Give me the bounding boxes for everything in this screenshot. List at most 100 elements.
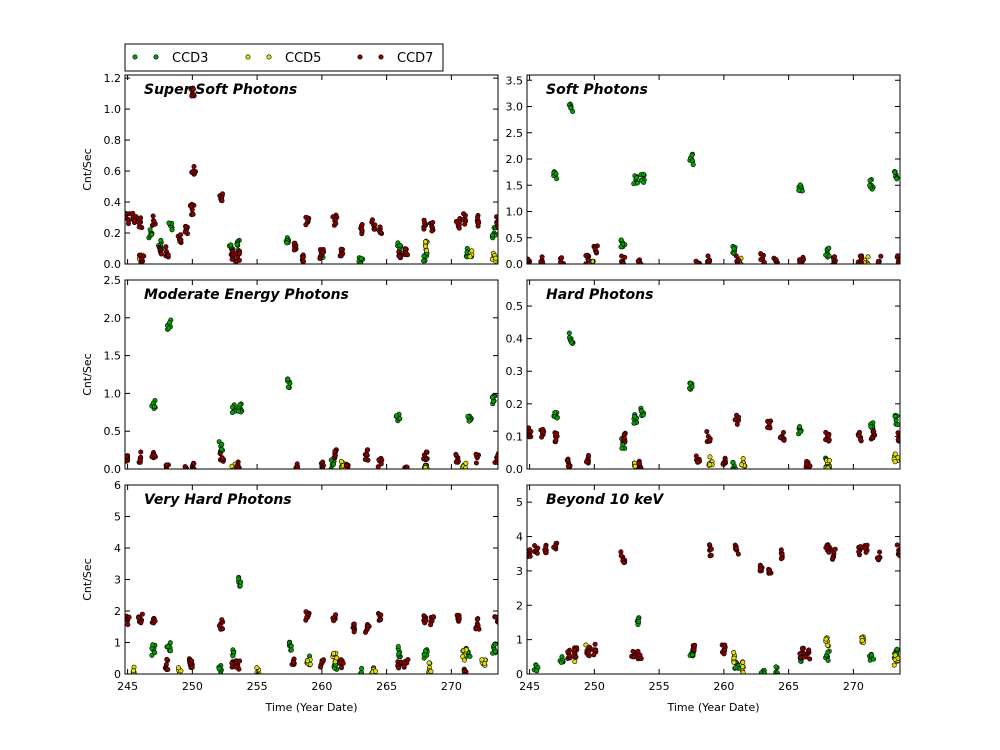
point-ccd5-cluster	[422, 239, 428, 245]
point-ccd7-cluster	[636, 461, 642, 467]
point-ccd7-cluster	[534, 550, 540, 556]
point-ccd5-cluster	[424, 469, 428, 473]
points-group	[527, 330, 900, 469]
point-ccd7-cluster	[190, 86, 196, 92]
legend-marker	[266, 54, 272, 60]
point-ccd3-cluster	[797, 424, 803, 430]
point-ccd7-cluster	[317, 664, 323, 670]
x-tick-label: 260	[311, 680, 332, 693]
point-ccd7-cluster	[320, 250, 326, 256]
point-ccd3-cluster	[733, 665, 739, 671]
panel-title: Soft Photons	[546, 82, 648, 98]
y-tick-label: 0	[114, 668, 121, 681]
point-ccd7-cluster	[126, 221, 132, 227]
point-ccd7-cluster	[877, 549, 883, 555]
point-ccd7-cluster	[767, 567, 773, 573]
point-ccd5-cluster	[422, 465, 428, 469]
point-ccd3-cluster	[619, 445, 625, 451]
point-ccd3-cluster	[358, 255, 364, 261]
point-ccd7-cluster	[462, 221, 468, 227]
point-ccd7-cluster	[406, 472, 410, 476]
point-ccd3-cluster	[798, 429, 804, 435]
point-ccd7-cluster	[619, 263, 623, 264]
y-tick-label: 0.6	[104, 165, 122, 178]
point-ccd3-cluster	[235, 408, 241, 414]
point-ccd7-cluster	[229, 256, 235, 262]
point-ccd3-cluster	[825, 657, 831, 663]
point-ccd7-cluster	[190, 169, 196, 175]
point-ccd7-cluster	[592, 641, 598, 647]
point-ccd3-cluster	[149, 232, 155, 238]
point-ccd5-cluster	[859, 637, 865, 643]
y-axis-label: Cnt/Sec	[81, 148, 94, 190]
point-ccd7-cluster	[362, 629, 368, 635]
point-ccd7-cluster	[857, 436, 863, 442]
point-ccd7-cluster	[338, 665, 344, 671]
point-ccd3-cluster	[395, 644, 401, 650]
point-ccd7-cluster	[351, 621, 357, 627]
point-ccd7-cluster	[543, 544, 549, 550]
point-ccd7-cluster	[705, 253, 711, 259]
point-ccd7-cluster	[734, 421, 740, 427]
panel-4: 0.0 0.1 0.2 0.3 0.4 0.5 Hard Photons	[506, 279, 901, 476]
points-group	[125, 317, 498, 476]
point-ccd7-cluster	[473, 460, 479, 466]
point-ccd7-cluster	[474, 214, 480, 220]
point-ccd7-cluster	[235, 465, 241, 469]
point-ccd7-cluster	[778, 547, 784, 553]
point-ccd7-cluster	[773, 257, 779, 263]
y-tick-label: 0	[516, 668, 523, 681]
point-ccd5-cluster	[707, 454, 713, 460]
point-ccd7-cluster	[461, 211, 467, 217]
y-tick-label: 0.5	[104, 425, 122, 438]
points-group	[527, 540, 900, 674]
y-tick-label: 0.0	[506, 463, 524, 476]
point-ccd7-cluster	[294, 470, 298, 474]
points-group	[125, 574, 498, 674]
point-ccd7-cluster	[183, 468, 185, 469]
point-ccd7-cluster	[401, 663, 407, 669]
point-ccd7-cluster	[830, 555, 836, 561]
point-ccd3-cluster	[689, 152, 695, 158]
y-tick-label: 0.5	[506, 232, 524, 245]
point-ccd7-cluster	[720, 461, 726, 467]
point-ccd5-cluster	[707, 462, 713, 468]
point-ccd5-cluster	[467, 254, 473, 260]
point-ccd7-cluster	[125, 211, 129, 216]
point-ccd7-cluster	[428, 622, 434, 628]
point-ccd3-cluster	[397, 416, 403, 422]
point-ccd7-cluster	[797, 651, 803, 657]
point-ccd5-cluster	[891, 662, 897, 668]
point-ccd7-cluster	[551, 544, 557, 550]
point-ccd5-cluster	[304, 658, 310, 664]
point-ccd7-cluster	[331, 618, 337, 624]
point-ccd5-cluster	[731, 649, 737, 655]
point-ccd7-cluster	[694, 260, 700, 264]
y-tick-label: 2.0	[506, 153, 524, 166]
point-ccd3-cluster	[534, 668, 540, 674]
point-ccd7-cluster	[453, 451, 459, 457]
legend-label: CCD7	[397, 51, 433, 66]
y-tick-label: 0.0	[506, 258, 524, 271]
point-ccd7-cluster	[377, 224, 383, 230]
point-ccd7-cluster	[554, 430, 560, 436]
point-ccd3-cluster	[230, 404, 236, 410]
point-ccd7-cluster	[300, 258, 306, 264]
point-ccd5-cluster	[590, 265, 594, 269]
point-ccd5-cluster	[826, 457, 832, 463]
point-ccd3-cluster	[568, 339, 574, 345]
panel-title: Beyond 10 keV	[546, 492, 664, 508]
point-ccd7-cluster	[704, 429, 710, 435]
point-ccd5-cluster	[176, 665, 182, 671]
point-ccd3-cluster	[357, 265, 361, 269]
point-ccd7-cluster	[585, 452, 591, 458]
point-ccd7-cluster	[330, 214, 336, 220]
y-tick-label: 0.3	[506, 365, 524, 378]
point-ccd7-cluster	[165, 252, 171, 258]
point-ccd3-cluster	[895, 422, 900, 428]
legend-label: CCD3	[172, 51, 208, 66]
point-ccd3-cluster	[165, 643, 171, 649]
point-ccd3-cluster	[731, 246, 737, 252]
panel-5: 0 1 2 3 4 5 6 245 250 255 260 265 270 Very Hard Photo…	[81, 479, 499, 714]
point-ccd7-cluster	[304, 614, 310, 620]
